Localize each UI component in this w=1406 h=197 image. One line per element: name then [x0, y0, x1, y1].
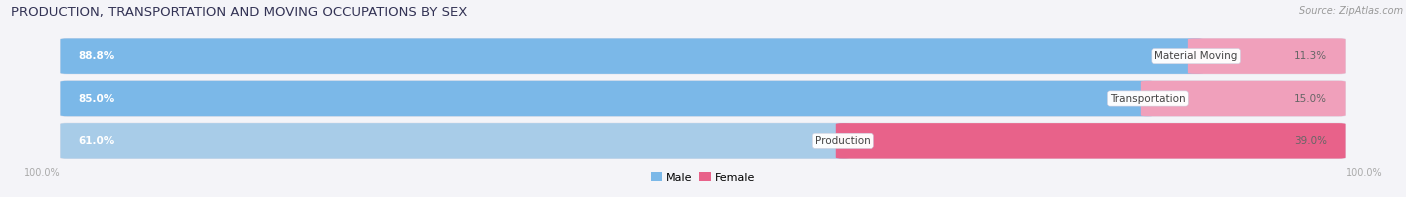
- Text: Source: ZipAtlas.com: Source: ZipAtlas.com: [1299, 6, 1403, 16]
- Text: Transportation: Transportation: [1111, 94, 1185, 103]
- Text: 88.8%: 88.8%: [79, 51, 115, 61]
- Text: Material Moving: Material Moving: [1154, 51, 1237, 61]
- Text: Production: Production: [815, 136, 870, 146]
- Text: PRODUCTION, TRANSPORTATION AND MOVING OCCUPATIONS BY SEX: PRODUCTION, TRANSPORTATION AND MOVING OC…: [11, 6, 468, 19]
- Text: 11.3%: 11.3%: [1294, 51, 1327, 61]
- Legend: Male, Female: Male, Female: [647, 168, 759, 187]
- Text: 100.0%: 100.0%: [24, 168, 60, 178]
- Text: 61.0%: 61.0%: [79, 136, 115, 146]
- Text: 15.0%: 15.0%: [1295, 94, 1327, 103]
- Text: 85.0%: 85.0%: [79, 94, 115, 103]
- Text: 100.0%: 100.0%: [1346, 168, 1382, 178]
- Text: 39.0%: 39.0%: [1295, 136, 1327, 146]
